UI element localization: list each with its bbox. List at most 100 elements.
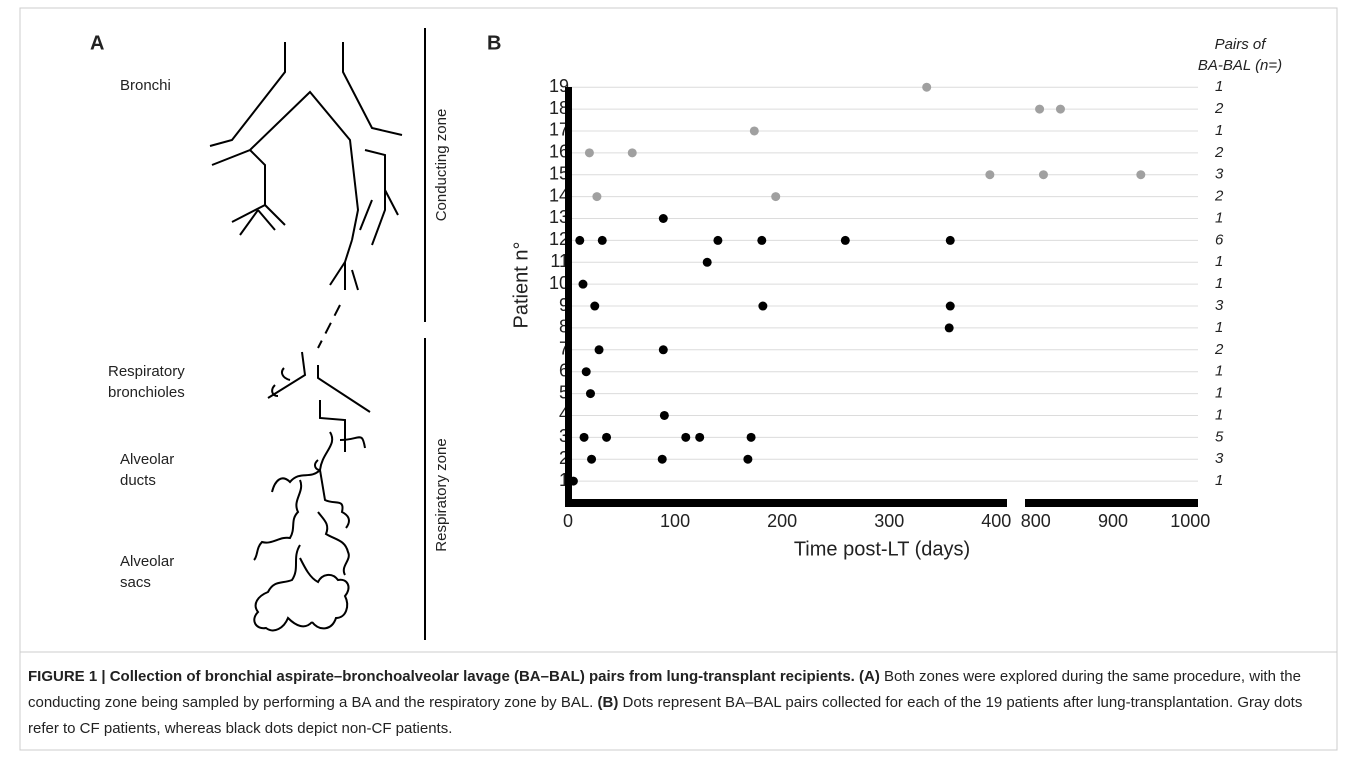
dot <box>1038 170 1048 180</box>
dot <box>585 389 595 399</box>
dot <box>758 301 768 311</box>
pairs-title: Pairs of <box>1215 36 1268 53</box>
x-axis-label: Time post-LT (days) <box>794 538 970 560</box>
x-tick-label: 800 <box>1021 511 1051 531</box>
caption-text: Both zones were explored during the same… <box>28 668 1301 711</box>
dot <box>657 454 667 464</box>
panel-label: B <box>487 32 501 54</box>
pair-count: 2 <box>1214 341 1224 358</box>
dot <box>578 279 588 289</box>
y-axis-label: Patient n° <box>510 242 532 329</box>
x-tick-label: 100 <box>660 511 690 531</box>
y-tick-label: 3 <box>559 426 569 446</box>
x-axis <box>1025 499 1198 507</box>
dot <box>840 235 850 245</box>
y-axis <box>565 87 572 507</box>
pair-count: 3 <box>1215 450 1224 467</box>
pair-count: 1 <box>1215 363 1223 380</box>
label: sacs <box>120 574 151 591</box>
y-tick-label: 4 <box>559 404 569 424</box>
y-tick-label: 8 <box>559 317 569 337</box>
y-tick-label: 10 <box>549 273 569 293</box>
label: Alveolar <box>120 451 174 468</box>
label: Bronchi <box>120 77 171 94</box>
dot <box>584 148 594 158</box>
pair-count: 1 <box>1215 385 1223 402</box>
y-tick-label: 12 <box>549 229 569 249</box>
dot <box>590 301 600 311</box>
caption-text: Dots represent BA–BAL pairs collected fo… <box>28 694 1303 737</box>
zone-label: Respiratory zone <box>433 438 450 551</box>
pair-count: 3 <box>1215 166 1224 183</box>
dot <box>749 126 759 136</box>
pair-count: 1 <box>1215 209 1223 226</box>
pair-count: 2 <box>1214 100 1224 117</box>
x-tick-label: 0 <box>563 511 573 531</box>
dot <box>627 148 637 158</box>
airway-tree <box>209 42 403 632</box>
y-tick-label: 11 <box>550 251 569 271</box>
dot <box>597 235 607 245</box>
dot <box>592 192 602 202</box>
pair-count: 1 <box>1215 275 1223 292</box>
dot <box>922 82 932 92</box>
dot <box>659 410 669 420</box>
pair-count: 2 <box>1214 188 1224 205</box>
x-tick-label: 1000 <box>1170 511 1210 531</box>
y-tick-label: 2 <box>559 448 569 468</box>
y-tick-label: 17 <box>549 120 569 140</box>
y-tick-label: 5 <box>559 382 569 402</box>
dot <box>757 235 767 245</box>
dot <box>658 213 668 223</box>
dot <box>945 301 955 311</box>
dot <box>944 323 954 333</box>
y-tick-label: 16 <box>549 142 569 162</box>
y-tick-label: 19 <box>549 76 569 96</box>
x-axis <box>565 499 1007 507</box>
dot <box>1136 170 1146 180</box>
dot <box>743 454 753 464</box>
zone-label: Conducting zone <box>433 109 450 222</box>
label: ducts <box>120 472 156 489</box>
plot: 1 12 33 54 15 16 17 28 19 310 111 112 613 114 215 316 21… <box>549 76 1224 531</box>
dot <box>581 367 591 377</box>
x-tick-label: 400 <box>981 511 1011 531</box>
x-tick-label: 200 <box>767 511 797 531</box>
pair-count: 1 <box>1215 472 1223 489</box>
caption-title: FIGURE 1 | Collection of bronchial aspir… <box>28 668 855 685</box>
dot <box>594 345 604 355</box>
figure-frame <box>19 7 1338 751</box>
dot <box>579 432 589 442</box>
y-tick-label: 7 <box>559 339 569 359</box>
dot <box>568 476 578 486</box>
y-tick-label: 18 <box>549 98 569 118</box>
dot <box>695 432 705 442</box>
dot <box>681 432 691 442</box>
y-tick-label: 14 <box>549 185 569 205</box>
x-tick-label: 900 <box>1098 511 1128 531</box>
panel-label: A <box>90 32 104 54</box>
y-tick-label: 13 <box>549 207 569 227</box>
x-tick-label: 300 <box>874 511 904 531</box>
dot <box>746 432 756 442</box>
caption-part-label: (B) <box>597 694 619 711</box>
caption: FIGURE 1 | Collection of bronchial aspir… <box>28 664 1328 742</box>
pair-count: 1 <box>1215 406 1223 423</box>
label: bronchioles <box>108 384 185 401</box>
label: Respiratory <box>108 363 185 380</box>
pair-count: 5 <box>1215 428 1224 445</box>
dot <box>771 192 781 202</box>
pair-count: 1 <box>1215 253 1223 270</box>
y-tick-label: 6 <box>559 360 569 380</box>
label: Alveolar <box>120 553 174 570</box>
pair-count: 3 <box>1215 297 1224 314</box>
y-tick-label: 15 <box>549 163 569 183</box>
pair-count: 1 <box>1215 78 1223 95</box>
dot <box>713 235 723 245</box>
dot <box>575 235 585 245</box>
dot <box>1055 104 1065 114</box>
pair-count: 1 <box>1215 319 1223 336</box>
y-tick-label: 1 <box>559 470 569 490</box>
